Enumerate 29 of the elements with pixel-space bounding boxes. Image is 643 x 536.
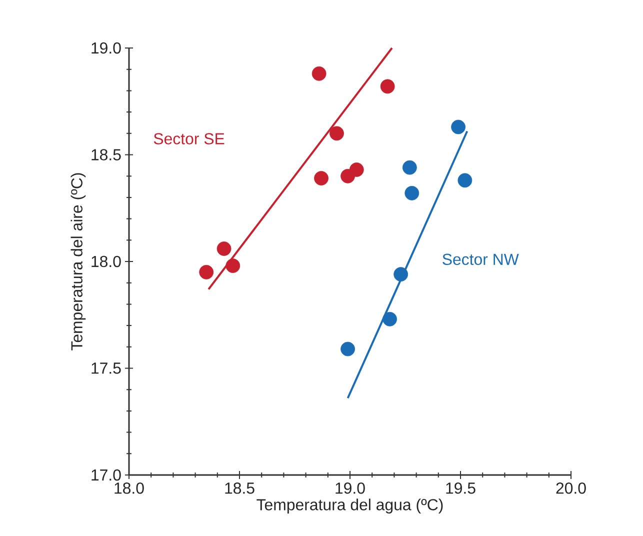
point	[216, 241, 232, 256]
point	[404, 186, 420, 200]
point	[458, 173, 472, 188]
point	[199, 264, 214, 280]
point	[312, 66, 326, 81]
x-axis-title: Temperatura del agua (ºC)	[256, 498, 443, 514]
point	[451, 120, 466, 134]
y-tick-label: 18.0	[92, 256, 121, 268]
point	[382, 312, 397, 326]
point	[340, 342, 355, 356]
x-tick-label: 19.5	[446, 482, 476, 494]
y-tick-label: 17.0	[92, 469, 121, 481]
point	[380, 79, 395, 94]
x-tick-label: 18.5	[225, 482, 254, 494]
point	[330, 126, 344, 141]
y-tick-label: 19.0	[92, 42, 121, 54]
point	[226, 258, 240, 273]
x-tick-label: 18.0	[114, 482, 144, 494]
y-axis-title: Temperatura del aire (ºC)	[70, 173, 86, 350]
point	[349, 162, 364, 177]
x-tick-label: 20.0	[556, 482, 586, 494]
text: Sector NW	[442, 254, 519, 266]
text: Sector SE	[154, 133, 224, 144]
point	[402, 160, 417, 175]
x-tick-label: 19.0	[336, 482, 365, 494]
y-tick-label: 17.5	[92, 362, 121, 374]
point	[314, 171, 328, 186]
y-tick-label: 18.5	[92, 149, 121, 160]
point	[394, 267, 408, 282]
